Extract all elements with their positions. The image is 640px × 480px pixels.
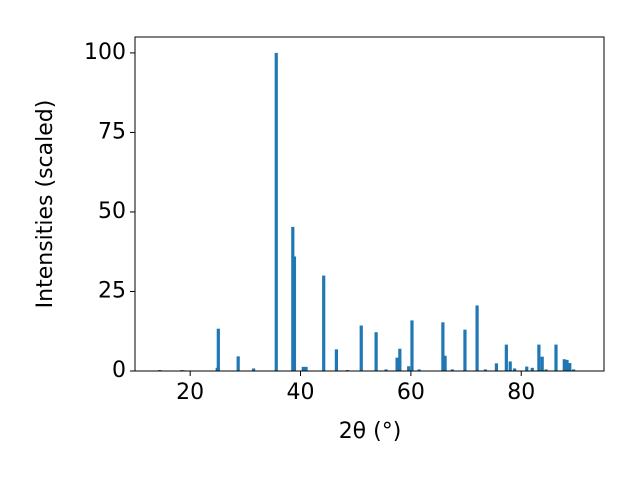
bar: [274, 52, 278, 372]
bar: [374, 332, 378, 371]
bar: [565, 359, 569, 371]
y-tick-label: 50: [98, 199, 126, 224]
y-tick-label: 0: [112, 358, 126, 383]
bar: [450, 369, 454, 371]
bar: [407, 366, 411, 371]
bar: [443, 355, 447, 371]
bar: [572, 369, 576, 371]
bar: [544, 369, 548, 371]
x-tick-label: 20: [176, 380, 204, 405]
bar: [494, 363, 499, 371]
bar: [504, 344, 508, 371]
bar: [359, 325, 363, 371]
bar: [483, 369, 487, 371]
bar: [475, 305, 479, 371]
bar: [291, 226, 295, 371]
bar: [301, 366, 305, 371]
bar: [292, 256, 297, 371]
x-axis-label: 2θ (°): [339, 419, 402, 444]
plot-frame: [134, 36, 605, 372]
x-tick-label: 40: [287, 380, 315, 405]
bar: [322, 275, 326, 371]
bar: [236, 356, 240, 371]
bar: [395, 357, 399, 371]
y-axis-label: Intensities (scaled): [33, 100, 58, 309]
bar: [398, 348, 402, 371]
bar: [537, 344, 541, 371]
y-tick-label: 100: [84, 40, 126, 65]
y-tick-label: 75: [98, 119, 126, 144]
bar: [441, 322, 445, 371]
x-tick-label: 60: [397, 380, 425, 405]
bar: [252, 368, 256, 371]
bar: [568, 363, 572, 371]
bar: [562, 359, 566, 371]
bar: [530, 367, 534, 371]
bar: [384, 369, 388, 371]
bar: [417, 369, 421, 371]
bar: [554, 344, 558, 371]
bar: [216, 328, 220, 371]
x-tick-label: 80: [507, 380, 535, 405]
y-tick-label: 25: [98, 278, 126, 303]
bar: [525, 366, 529, 371]
bar: [410, 320, 414, 371]
bar: [513, 368, 517, 371]
bar: [334, 349, 338, 371]
bar: [304, 366, 308, 371]
bar: [463, 329, 467, 371]
bar: [540, 356, 544, 371]
bar: [508, 361, 512, 371]
